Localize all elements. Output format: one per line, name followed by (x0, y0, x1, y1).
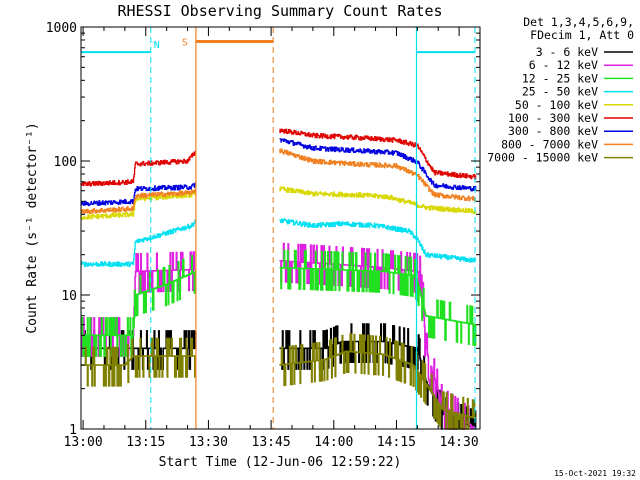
x-tick-label: 13:30 (189, 435, 228, 450)
plot-frame (80, 26, 481, 430)
y-tick-label: 1000 (46, 21, 77, 36)
legend-header-line-1: Det 1,3,4,5,6,9, (523, 15, 634, 29)
x-axis: 13:00 13:15 13:30 13:45 14:00 14:15 14:30 (64, 27, 481, 450)
x-tick-label: 14:00 (314, 435, 353, 450)
series-line-6 (80, 138, 477, 207)
y-axis: 1 10 100 1000 (46, 21, 480, 438)
x-tick-label: 13:45 (252, 435, 291, 450)
legend-entry-label: 50 - 100 keV (515, 98, 598, 112)
y-tick-label: 1 (69, 423, 77, 438)
legend-entry-label: 100 - 300 keV (508, 111, 598, 125)
series-line-8 (81, 333, 477, 430)
saa-flag-label: S (182, 37, 188, 48)
x-tick-label: 13:00 (64, 435, 103, 450)
legend-header-line-2: FDecim 1, Att 0 (530, 28, 634, 42)
night-flag-label: N (154, 40, 160, 51)
legend-entry-label: 800 - 7000 keV (501, 137, 598, 151)
legend-entry-label: 25 - 50 keV (522, 85, 598, 99)
footer-date: 15-Oct-2021 19:32 (554, 469, 636, 478)
chart-title: RHESSI Observing Summary Count Rates (117, 2, 442, 20)
legend-entry-label: 3 - 6 keV (536, 45, 598, 59)
series-line-2 (81, 249, 477, 357)
legend-entry-label: 6 - 12 keV (529, 58, 598, 72)
y-tick-label: 10 (61, 289, 77, 304)
legend: Det 1,3,4,5,6,9, FDecim 1, Att 0 3 - 6 k… (487, 15, 634, 165)
series-line-3 (80, 218, 477, 268)
series-line-7 (80, 148, 477, 215)
legend-entry-label: 300 - 800 keV (508, 124, 598, 138)
series-line-5 (80, 128, 477, 187)
x-tick-label: 14:30 (440, 435, 479, 450)
x-tick-label: 14:15 (377, 435, 416, 450)
legend-entry-label: 7000 - 15000 keV (487, 151, 598, 165)
y-tick-label: 100 (54, 155, 77, 170)
x-axis-label: Start Time (12-Jun-06 12:59:22) (159, 455, 402, 470)
legend-entry-label: 12 - 25 keV (522, 71, 598, 85)
y-axis-label: Count Rate (s⁻¹ detector⁻¹) (25, 122, 40, 333)
x-tick-label: 13:15 (126, 435, 165, 450)
